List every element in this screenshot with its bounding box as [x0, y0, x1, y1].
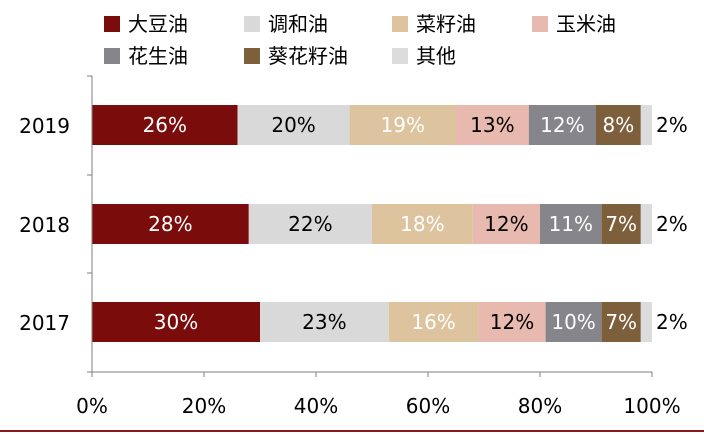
bar-label-2019-series-0: 26%	[143, 113, 187, 137]
bar-label-2017-series-2: 16%	[411, 310, 455, 334]
bar-label-2018-series-4: 11%	[549, 212, 593, 236]
legend-label-5: 葵花籽油	[268, 44, 348, 68]
bar-label-2019-series-1: 20%	[271, 113, 315, 137]
legend-swatch-1	[244, 16, 260, 32]
bar-2019-series-6	[640, 105, 652, 145]
bar-label-2017-series-0: 30%	[154, 310, 198, 334]
bar-2017-series-4	[545, 302, 602, 342]
bar-label-2017-series-6: 2%	[656, 310, 688, 334]
bar-2019-series-1	[237, 105, 350, 145]
bar-2019-series-2	[349, 105, 456, 145]
bar-2018-series-2	[372, 204, 473, 244]
bar-2018-series-4	[540, 204, 602, 244]
legend-swatch-3	[532, 16, 548, 32]
bar-label-2017-series-1: 23%	[302, 310, 346, 334]
legend-label-6: 其他	[416, 44, 456, 68]
bar-label-2018-series-0: 28%	[148, 212, 192, 236]
bar-2017-series-2	[388, 302, 479, 342]
bar-2017-series-0	[92, 302, 260, 342]
bar-2017-series-5	[601, 302, 641, 342]
x-tick-label-4: 80%	[518, 394, 562, 418]
legend-label-4: 花生油	[128, 44, 188, 68]
bar-2017-series-6	[640, 302, 652, 342]
legend-swatch-5	[244, 48, 260, 64]
bars-group	[92, 105, 652, 342]
bar-label-2017-series-3: 12%	[490, 310, 534, 334]
bar-2018-series-3	[472, 204, 540, 244]
bar-label-2018-series-5: 7%	[605, 212, 637, 236]
bar-label-2019-series-6: 2%	[656, 113, 688, 137]
x-tick-label-5: 100%	[623, 394, 680, 418]
bar-label-2018-series-1: 22%	[288, 212, 332, 236]
bar-2018-series-6	[640, 204, 652, 244]
bar-2018-series-1	[248, 204, 372, 244]
legend-swatch-2	[392, 16, 408, 32]
legend-label-2: 菜籽油	[416, 12, 476, 36]
bar-label-2018-series-3: 12%	[484, 212, 528, 236]
x-tick-label-1: 20%	[182, 394, 226, 418]
bar-2019-series-4	[528, 105, 596, 145]
bar-2018-series-0	[92, 204, 249, 244]
bar-2019-series-0	[92, 105, 238, 145]
bar-label-2019-series-2: 19%	[381, 113, 425, 137]
y-tick-label-2018: 2018	[19, 213, 70, 237]
legend-label-3: 玉米油	[556, 12, 616, 36]
x-tick-label-3: 60%	[406, 394, 450, 418]
axes-group: 2019 2018 2017 0% 20% 40% 60% 80% 100%	[19, 75, 681, 418]
bar-2019-series-5	[596, 105, 641, 145]
bar-label-2019-series-3: 13%	[470, 113, 514, 137]
bar-label-2019-series-5: 8%	[603, 113, 635, 137]
bar-label-2018-series-2: 18%	[400, 212, 444, 236]
bar-2017-series-3	[478, 302, 546, 342]
legend-swatch-0	[104, 16, 120, 32]
legend-swatch-4	[104, 48, 120, 64]
x-tick-label-0: 0%	[76, 394, 108, 418]
y-tick-label-2017: 2017	[19, 311, 70, 335]
legend-label-0: 大豆油	[128, 12, 188, 36]
bar-label-2017-series-5: 7%	[605, 310, 637, 334]
bar-label-2019-series-4: 12%	[540, 113, 584, 137]
y-tick-label-2019: 2019	[19, 114, 70, 138]
bar-2017-series-1	[260, 302, 389, 342]
bar-2018-series-5	[601, 204, 641, 244]
x-tick-label-2: 40%	[294, 394, 338, 418]
legend-swatch-6	[392, 48, 408, 64]
bar-label-2017-series-4: 10%	[551, 310, 595, 334]
bar-labels-group: 26% 20% 19% 13% 12% 8% 2% 28% 22% 18% 12% 11% 7% 2% 30…	[143, 113, 688, 334]
bar-2019-series-3	[456, 105, 529, 145]
legend-label-1: 调和油	[268, 12, 328, 36]
bar-label-2018-series-6: 2%	[656, 212, 688, 236]
